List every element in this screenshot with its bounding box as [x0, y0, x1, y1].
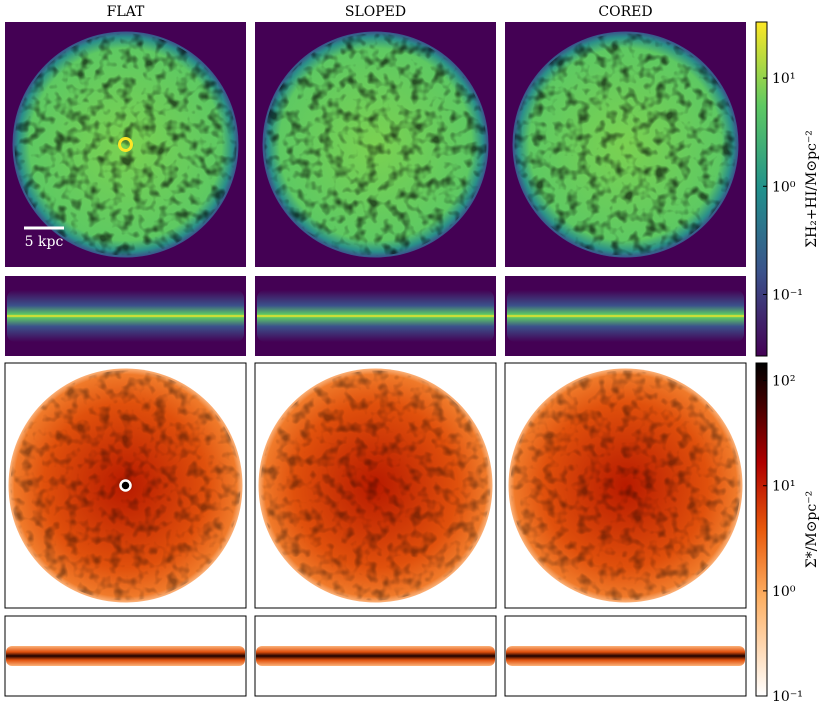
colorbar-tick-label: 10⁰: [772, 584, 796, 600]
colorbar-label: ΣH₂+HI/M⊙pc⁻²: [804, 130, 820, 248]
colorbar-tick-label: 10⁻¹: [772, 287, 803, 303]
colorbar-label: Σ*/M⊙pc⁻²: [804, 491, 820, 569]
colorbar-tick-label: 10⁰: [772, 179, 796, 195]
colorbar: [755, 21, 768, 357]
star-core: [119, 479, 132, 492]
gas-edge-disk: [507, 290, 744, 342]
gas-texture: [14, 33, 237, 256]
gas-texture: [514, 33, 737, 256]
column-title: CORED: [598, 4, 652, 20]
column-title: SLOPED: [345, 4, 406, 20]
gas-texture: [264, 33, 487, 256]
star-texture: [260, 370, 491, 601]
scale-bar-label: 5 kpc: [25, 234, 64, 250]
gas-core: [118, 137, 133, 152]
star-texture: [510, 370, 741, 601]
colorbar-tick-label: 10¹: [772, 71, 795, 87]
star-edge-disk: [256, 646, 495, 666]
colorbar: [755, 362, 768, 697]
column-title: FLAT: [107, 4, 145, 20]
gas-edge-disk: [257, 290, 494, 342]
colorbar-tick-label: 10⁻¹: [772, 689, 803, 705]
star-edge-disk: [6, 646, 245, 666]
gas-edge-disk: [7, 290, 244, 342]
star-edge-disk: [506, 646, 745, 666]
colorbar-tick-label: 10¹: [772, 479, 795, 495]
colorbar-tick-label: 10²: [772, 374, 795, 390]
